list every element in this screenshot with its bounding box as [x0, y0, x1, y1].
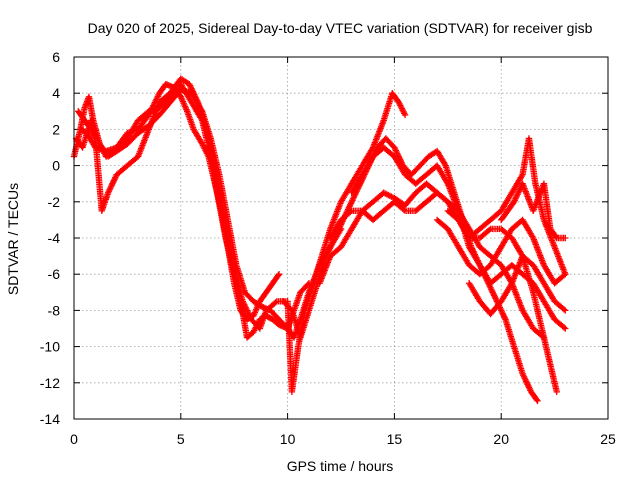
- y-tick-label: -4: [48, 230, 61, 246]
- y-tick-label: 6: [52, 49, 60, 65]
- series-trace-10: [465, 252, 569, 318]
- x-tick-label: 10: [280, 431, 296, 447]
- y-tick-label: 2: [52, 121, 60, 137]
- x-tick-label: 15: [387, 431, 403, 447]
- series-trace-9: [444, 135, 569, 278]
- y-tick-label: -8: [48, 302, 61, 318]
- series-trace-12: [433, 216, 569, 287]
- series-trace-4: [77, 80, 409, 396]
- y-axis-label: SDTVAR / TECUs: [5, 183, 21, 295]
- series-trace-11: [498, 180, 569, 242]
- x-tick-label: 25: [600, 431, 616, 447]
- y-tick-label: 0: [52, 158, 60, 174]
- plot-frame: [73, 56, 609, 420]
- y-tick-label: -12: [40, 375, 60, 391]
- y-tick-label: -6: [48, 266, 61, 282]
- x-axis-label: GPS time / hours: [287, 458, 394, 474]
- y-tick-label: -14: [40, 411, 60, 427]
- x-tick-label: 0: [70, 431, 78, 447]
- x-tick-label: 5: [177, 431, 185, 447]
- y-tick-label: 4: [52, 85, 60, 101]
- chart-title: Day 020 of 2025, Sidereal Day-to-day VTE…: [88, 20, 593, 36]
- y-tick-label: -2: [48, 194, 61, 210]
- series-trace-3: [72, 86, 345, 341]
- grid: [74, 57, 608, 419]
- y-tick-label: -10: [40, 339, 60, 355]
- x-tick-label: 20: [493, 431, 509, 447]
- plot-area: [70, 75, 569, 405]
